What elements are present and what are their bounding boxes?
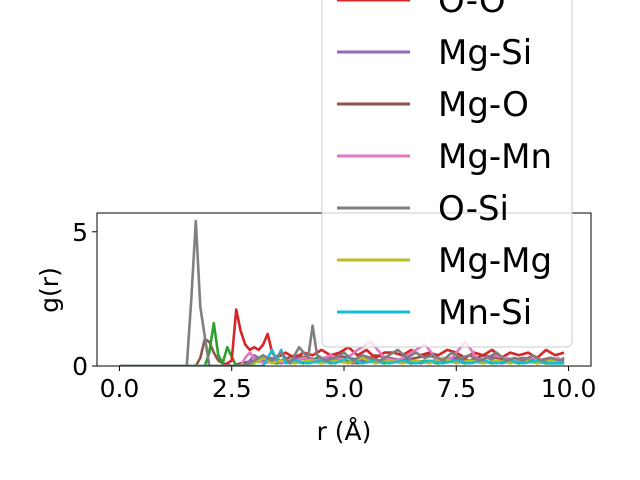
y-tick-label: 5 xyxy=(72,218,88,247)
legend-label-mg-o: Mg-O xyxy=(438,85,529,125)
legend-label-mg-si: Mg-Si xyxy=(438,33,532,73)
legend-entries: O-O Mg-Si Mg-O Mg-Mn O-Si Mg-Mg Mn-Si xyxy=(337,0,552,333)
x-tick-label: 0.0 xyxy=(100,374,140,403)
y-axis-label: g(r) xyxy=(35,267,64,313)
legend-label-o-si: O-Si xyxy=(438,189,509,229)
y-ticks: 05 xyxy=(72,218,97,381)
x-axis-label: r (Å) xyxy=(317,417,372,446)
x-tick-label: 5.0 xyxy=(324,374,364,403)
legend-label-mg-mn: Mg-Mn xyxy=(438,137,552,177)
plot-lines xyxy=(119,219,565,366)
y-tick-label: 0 xyxy=(72,352,88,381)
x-tick-label: 2.5 xyxy=(212,374,252,403)
legend-label-mg-mg: Mg-Mg xyxy=(438,241,552,281)
legend-label-o-o: O-O xyxy=(438,0,506,21)
x-tick-label: 10.0 xyxy=(541,374,597,403)
legend: O-O Mg-Si Mg-O Mg-Mn O-Si Mg-Mg Mn-Si xyxy=(321,0,573,348)
legend-label-mn-si: Mn-Si xyxy=(438,293,532,333)
x-tick-label: 7.5 xyxy=(436,374,476,403)
series-line-o-si xyxy=(119,219,565,366)
x-ticks: 0.0 2.5 5.0 7.5 10.0 xyxy=(100,366,597,403)
